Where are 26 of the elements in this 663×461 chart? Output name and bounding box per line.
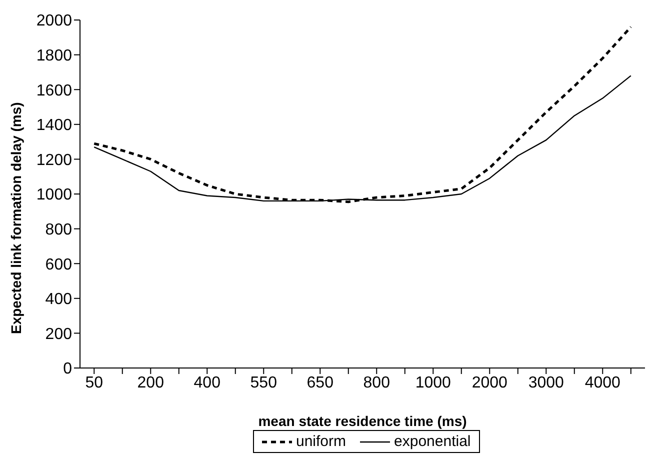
x-tick-label: 200	[137, 374, 164, 392]
x-axis-title: mean state residence time (ms)	[258, 413, 467, 429]
x-tick-label: 3000	[528, 374, 564, 392]
x-tick-label: 50	[85, 374, 104, 392]
legend-label: uniform	[296, 433, 346, 450]
x-tick-label: 400	[194, 374, 221, 392]
y-tick-label: 1800	[36, 47, 72, 64]
y-axis-title: Expected link formation delay (ms)	[8, 102, 24, 334]
x-tick-label: 2000	[472, 374, 508, 392]
y-tick-label: 600	[45, 256, 72, 274]
x-tick-label: 800	[363, 374, 390, 392]
y-tick-label: 1400	[36, 117, 72, 134]
legend-label: exponential	[394, 433, 471, 450]
y-tick-label: 200	[45, 326, 72, 343]
y-tick-label: 0	[63, 360, 72, 378]
x-tick-label: 1000	[415, 374, 452, 392]
x-tick-label: 650	[306, 374, 334, 392]
y-tick-label: 400	[45, 291, 72, 308]
y-tick-label: 1000	[36, 186, 72, 204]
y-tick-label: 1600	[36, 82, 72, 100]
y-tick-label: 800	[45, 221, 72, 238]
y-tick-label: 1200	[36, 152, 72, 169]
x-tick-label: 550	[250, 374, 278, 392]
line-series	[92, 26, 632, 204]
x-tick-label: 4000	[584, 374, 621, 392]
y-tick-label: 2000	[36, 12, 72, 30]
